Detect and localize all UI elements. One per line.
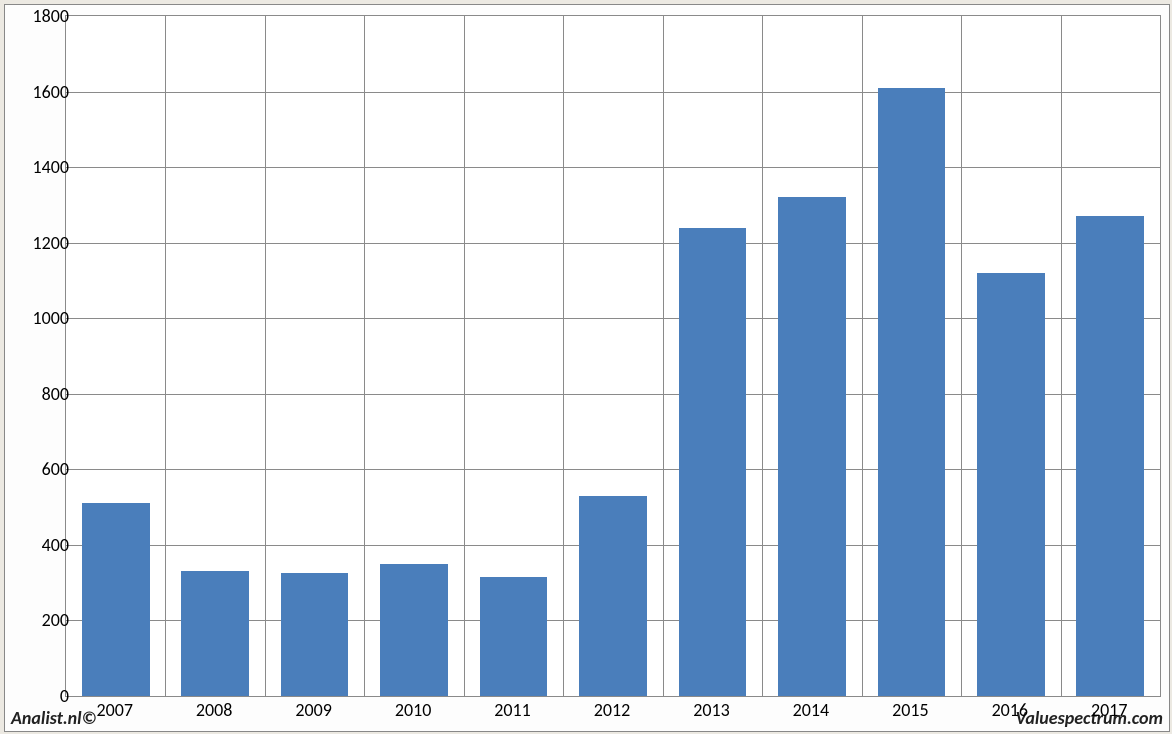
gridline-v <box>165 16 166 696</box>
bar <box>1076 216 1144 696</box>
gridline-v <box>563 16 564 696</box>
y-tick-label: 1000 <box>19 307 69 329</box>
gridline-v <box>1061 16 1062 696</box>
gridline-v <box>663 16 664 696</box>
gridline-h <box>66 243 1160 244</box>
gridline-v <box>862 16 863 696</box>
x-tick-label: 2013 <box>693 699 730 721</box>
gridline-v <box>961 16 962 696</box>
gridline-v <box>364 16 365 696</box>
x-tick-label: 2017 <box>1091 699 1128 721</box>
x-tick-label: 2015 <box>892 699 929 721</box>
x-tick-label: 2016 <box>992 699 1029 721</box>
gridline-v <box>265 16 266 696</box>
x-tick-label: 2014 <box>793 699 830 721</box>
y-tick-label: 1400 <box>19 156 69 178</box>
x-tick-label: 2010 <box>395 699 432 721</box>
footer-left: Analist.nl© <box>11 707 97 729</box>
y-tick-label: 800 <box>19 383 69 405</box>
gridline-v <box>762 16 763 696</box>
gridline-v <box>464 16 465 696</box>
footer-right: Valuespectrum.com <box>1016 707 1163 729</box>
y-tick-label: 1800 <box>19 5 69 27</box>
plot-area <box>65 15 1161 697</box>
gridline-h <box>66 92 1160 93</box>
gridline-h <box>66 167 1160 168</box>
bar <box>82 503 150 696</box>
x-tick-label: 2011 <box>494 699 531 721</box>
y-tick-label: 400 <box>19 534 69 556</box>
chart-frame: Analist.nl© Valuespectrum.com 0 200 400 600… <box>4 4 1170 732</box>
bar <box>878 88 946 696</box>
bar <box>778 197 846 696</box>
x-tick-label: 2012 <box>594 699 631 721</box>
y-tick-label: 1200 <box>19 232 69 254</box>
y-tick-label: 200 <box>19 609 69 631</box>
y-tick-label: 600 <box>19 458 69 480</box>
bar <box>579 496 647 696</box>
y-tick-label: 0 <box>19 685 69 707</box>
bar <box>281 573 349 696</box>
bar <box>181 571 249 696</box>
bar <box>480 577 548 696</box>
x-tick-label: 2008 <box>196 699 233 721</box>
x-tick-label: 2009 <box>295 699 332 721</box>
bar <box>679 228 747 696</box>
y-tick-label: 1600 <box>19 81 69 103</box>
x-tick-label: 2007 <box>96 699 133 721</box>
bar <box>977 273 1045 696</box>
bar <box>380 564 448 696</box>
